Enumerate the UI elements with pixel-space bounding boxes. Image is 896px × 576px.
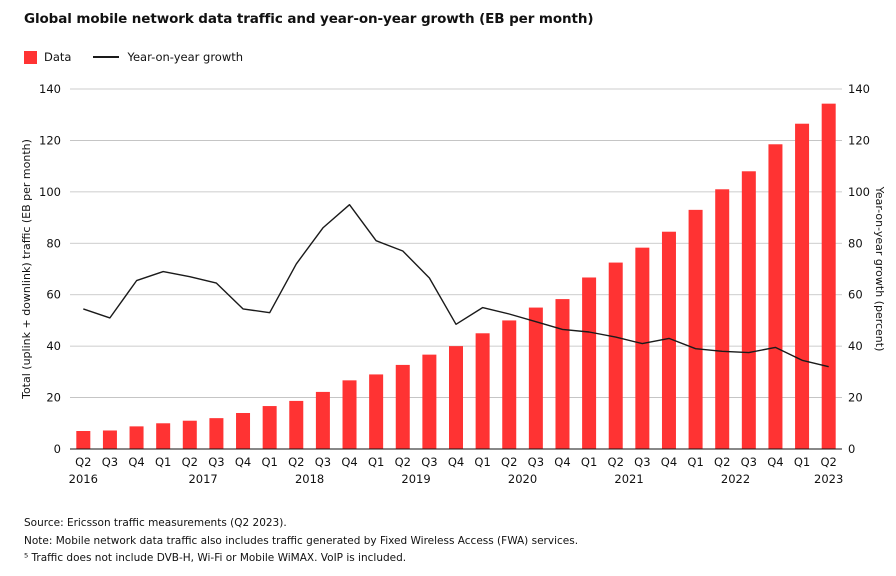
data-bar bbox=[661, 231, 676, 449]
data-bar bbox=[528, 307, 543, 449]
y-axis-title: Total (uplink + downlink) traffic (EB pe… bbox=[20, 139, 33, 400]
data-bar bbox=[741, 171, 756, 450]
data-bar bbox=[102, 430, 117, 449]
chart-title: Global mobile network data traffic and y… bbox=[24, 11, 594, 27]
x-year-label: 2023 bbox=[814, 472, 843, 486]
y-tick-label: 100 bbox=[39, 185, 61, 199]
x-tick-label: Q2 bbox=[821, 455, 837, 469]
y2-tick-label: 0 bbox=[848, 442, 855, 456]
x-tick-label: Q4 bbox=[341, 455, 357, 469]
data-bar bbox=[369, 374, 384, 449]
x-year-label: 2019 bbox=[401, 472, 430, 486]
footnote: ⁵ Traffic does not include DVB-H, Wi-Fi … bbox=[24, 552, 407, 564]
y2-tick-label: 20 bbox=[848, 391, 863, 405]
x-tick-label: Q4 bbox=[767, 455, 783, 469]
y2-tick-label: 120 bbox=[848, 133, 870, 147]
legend-label-data: Data bbox=[44, 50, 72, 64]
data-bar bbox=[768, 144, 783, 450]
data-bar bbox=[608, 262, 623, 449]
x-tick-label: Q4 bbox=[128, 455, 144, 469]
data-bar bbox=[635, 247, 650, 449]
source-note: Source: Ericsson traffic measurements (Q… bbox=[24, 517, 287, 529]
x-year-label: 2016 bbox=[69, 472, 98, 486]
data-bar bbox=[156, 423, 171, 449]
x-tick-label: Q2 bbox=[501, 455, 517, 469]
x-tick-label: Q1 bbox=[368, 455, 384, 469]
data-bar bbox=[475, 333, 490, 449]
x-tick-label: Q1 bbox=[155, 455, 171, 469]
x-tick-label: Q4 bbox=[448, 455, 464, 469]
x-year-label: 2022 bbox=[721, 472, 750, 486]
y-tick-label: 80 bbox=[46, 236, 61, 250]
data-bar bbox=[449, 346, 463, 449]
x-tick-label: Q3 bbox=[102, 455, 118, 469]
legend-swatch-data bbox=[24, 50, 37, 64]
x-tick-label: Q4 bbox=[554, 455, 570, 469]
data-bar bbox=[236, 413, 251, 449]
growth-line bbox=[83, 203, 829, 368]
y-tick-label: 0 bbox=[54, 442, 61, 456]
y-tick-label: 140 bbox=[39, 82, 61, 96]
data-bar bbox=[715, 189, 730, 450]
x-year-label: 2017 bbox=[188, 472, 217, 486]
data-bar bbox=[315, 391, 330, 449]
data-bar bbox=[582, 277, 597, 449]
data-bar bbox=[395, 364, 410, 449]
x-tick-label: Q3 bbox=[315, 455, 331, 469]
x-tick-label: Q4 bbox=[235, 455, 251, 469]
x-tick-label: Q1 bbox=[794, 455, 810, 469]
data-bar bbox=[289, 400, 304, 449]
legend: Data Year-on-year growth bbox=[24, 49, 243, 65]
x-tick-label: Q1 bbox=[474, 455, 490, 469]
data-bar bbox=[422, 354, 437, 449]
x-tick-label: Q3 bbox=[634, 455, 650, 469]
x-tick-label: Q3 bbox=[421, 455, 437, 469]
data-bar bbox=[76, 431, 91, 449]
data-bar bbox=[209, 418, 224, 449]
legend-label-growth: Year-on-year growth bbox=[127, 50, 244, 64]
x-tick-label: Q2 bbox=[75, 455, 91, 469]
y2-tick-label: 80 bbox=[848, 236, 863, 250]
x-tick-label: Q2 bbox=[288, 455, 304, 469]
y-tick-label: 20 bbox=[46, 391, 61, 405]
data-bar bbox=[795, 123, 810, 449]
data-bar bbox=[821, 103, 836, 450]
data-bar bbox=[342, 380, 357, 449]
data-bar bbox=[129, 426, 144, 449]
x-tick-label: Q3 bbox=[528, 455, 544, 469]
x-tick-label: Q2 bbox=[182, 455, 198, 469]
y-tick-label: 120 bbox=[39, 133, 61, 147]
data-bar bbox=[555, 299, 570, 449]
y2-tick-label: 140 bbox=[848, 82, 870, 96]
x-tick-label: Q1 bbox=[687, 455, 703, 469]
fwa-note: Note: Mobile network data traffic also i… bbox=[24, 534, 579, 547]
x-tick-label: Q3 bbox=[208, 455, 224, 469]
data-bar bbox=[688, 209, 703, 449]
notes: Source: Ericsson traffic measurements (Q… bbox=[24, 515, 578, 568]
x-year-label: 2018 bbox=[295, 472, 324, 486]
legend-swatch-growth bbox=[93, 56, 120, 58]
data-bar bbox=[502, 320, 517, 449]
x-year-label: 2020 bbox=[508, 472, 537, 486]
x-tick-label: Q4 bbox=[661, 455, 677, 469]
y2-tick-label: 40 bbox=[848, 339, 863, 353]
x-tick-label: Q1 bbox=[261, 455, 277, 469]
y2-tick-label: 100 bbox=[848, 185, 870, 199]
data-bar bbox=[262, 406, 277, 449]
x-tick-label: Q3 bbox=[741, 455, 757, 469]
y-tick-label: 40 bbox=[46, 339, 61, 353]
y-tick-label: 60 bbox=[46, 288, 61, 302]
x-tick-label: Q2 bbox=[608, 455, 624, 469]
y2-tick-label: 60 bbox=[848, 288, 863, 302]
data-bar bbox=[182, 420, 197, 449]
x-tick-label: Q2 bbox=[714, 455, 730, 469]
x-tick-label: Q1 bbox=[581, 455, 597, 469]
y2-axis-title: Year-on-year growth (percent) bbox=[873, 186, 886, 352]
x-tick-label: Q2 bbox=[395, 455, 411, 469]
x-year-label: 2021 bbox=[614, 472, 643, 486]
